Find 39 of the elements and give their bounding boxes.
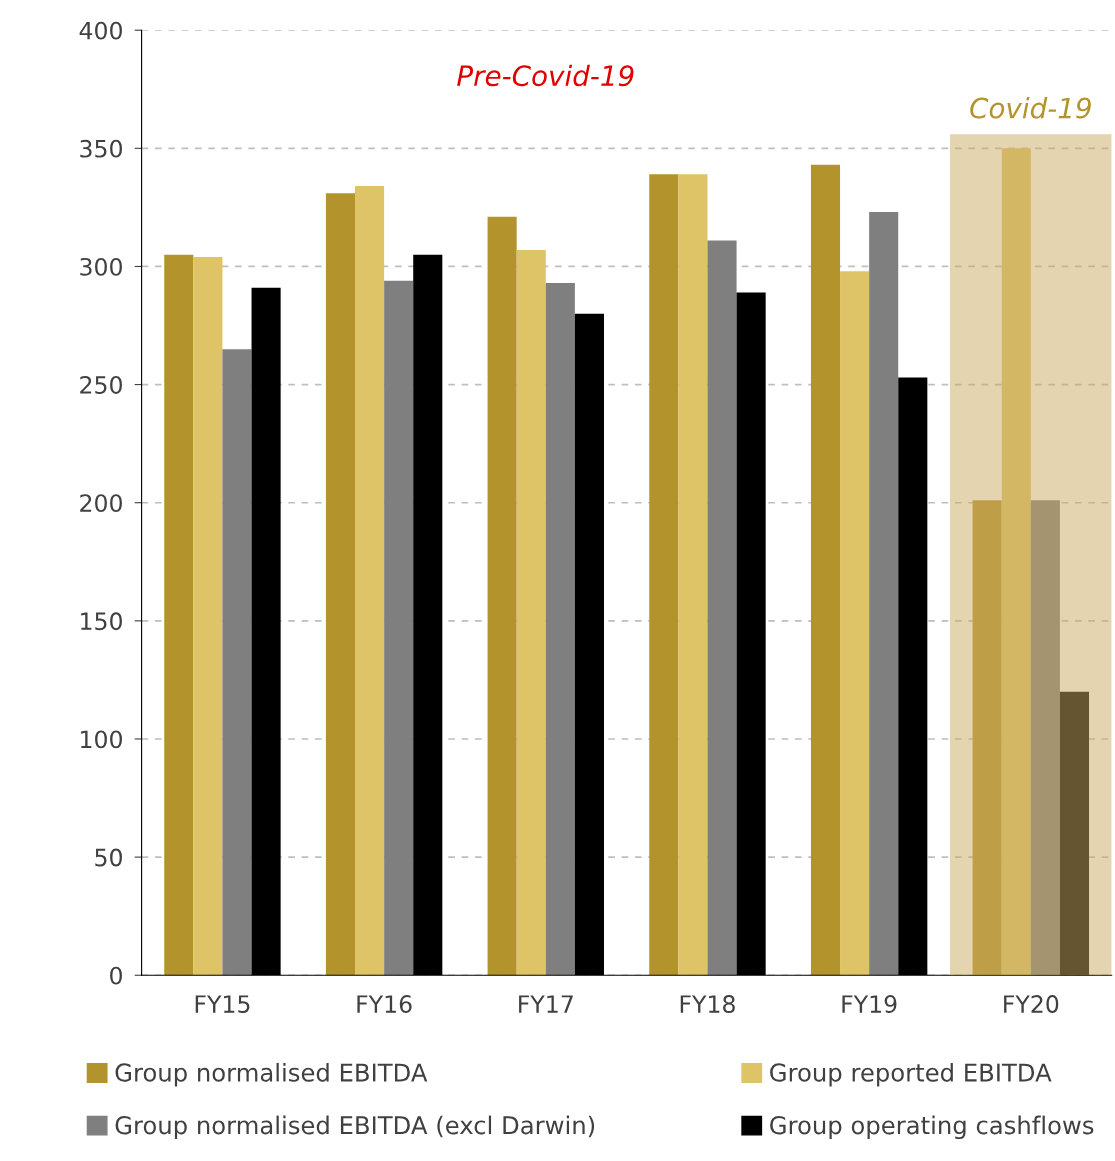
y-tick-label: 50 [95, 848, 122, 867]
bar [355, 186, 385, 976]
bar [325, 193, 356, 976]
x-tick-label: FY17 [519, 995, 573, 1013]
y-tick-label: 200 [80, 494, 122, 513]
y-tick-label: 250 [80, 376, 122, 394]
bar [193, 257, 223, 976]
y-tick-label: 350 [80, 139, 122, 158]
bar [1001, 148, 1031, 976]
y-tick-label: 400 [79, 21, 122, 40]
x-tick-label: FY16 [357, 995, 412, 1013]
x-tick-label: FY15 [195, 995, 250, 1013]
bar [384, 280, 414, 976]
legend-label: Group operating cashflows [770, 1115, 1094, 1140]
bar [222, 349, 252, 976]
annotation: Pre-Covid-19 [457, 64, 634, 87]
y-tick-label: 100 [81, 730, 122, 749]
bar [678, 174, 708, 976]
bar [164, 254, 194, 976]
x-tick-label: FY19 [842, 995, 897, 1013]
bar [972, 500, 1002, 976]
legend-label: Group normalised EBITDA [115, 1062, 428, 1087]
legend-label: Group reported EBITDA [770, 1062, 1052, 1087]
bar [545, 282, 575, 976]
legend-label: Group normalised EBITDA (excl Darwin) [115, 1115, 595, 1140]
bar [869, 212, 899, 976]
y-tick-label: 150 [81, 612, 122, 631]
x-tick-label: FY20 [1004, 995, 1059, 1013]
bar [840, 271, 870, 976]
bar [487, 216, 517, 976]
bar [649, 174, 679, 976]
band-label: Covid-19 [970, 97, 1091, 119]
x-tick-label: FY18 [680, 995, 735, 1013]
y-tick-label: 300 [80, 257, 122, 276]
bar [1030, 500, 1060, 976]
bar [707, 240, 737, 976]
bar [516, 249, 546, 976]
bar [810, 164, 841, 976]
y-tick-label: 0 [110, 966, 122, 985]
